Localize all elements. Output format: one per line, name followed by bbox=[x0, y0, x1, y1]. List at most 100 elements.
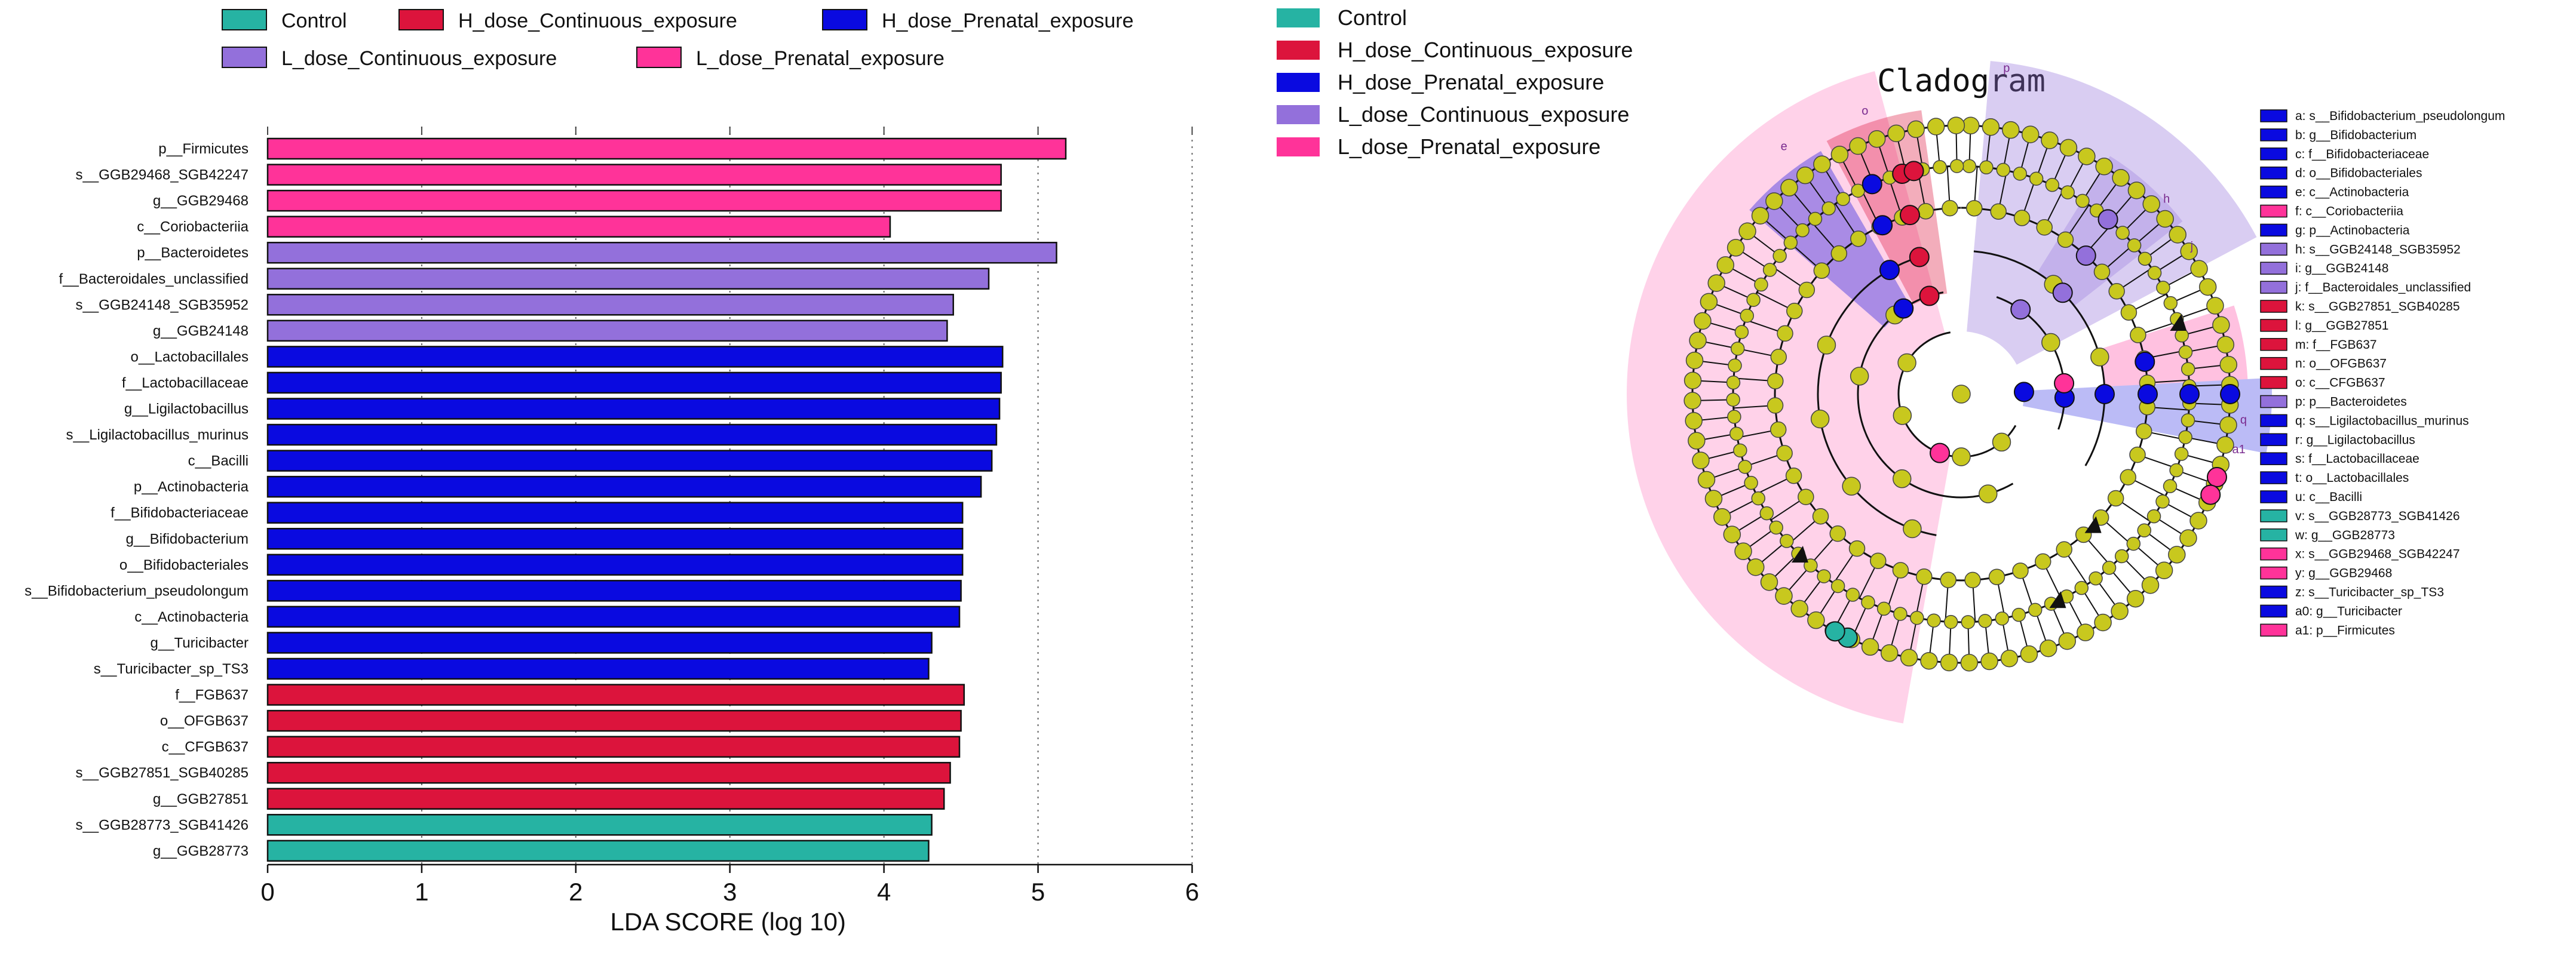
biomarker-node bbox=[2220, 384, 2240, 404]
bar-label-p-bacteroidetes: p__Bacteroidetes bbox=[137, 245, 249, 261]
genus-node bbox=[1798, 281, 1816, 299]
leaf-node bbox=[1982, 118, 2000, 136]
inner-node bbox=[1992, 432, 2011, 452]
legend-label-h-dose-prenatal-exposure: H_dose_Prenatal_exposure bbox=[882, 10, 1134, 32]
leaf-node bbox=[1688, 432, 1706, 450]
leaf-node bbox=[2112, 169, 2130, 187]
key-label-3: d: o__Bifidobacteriales bbox=[2295, 167, 2422, 180]
biomarker-node bbox=[2200, 484, 2221, 505]
species-node bbox=[1933, 159, 1947, 174]
key-swatch-27 bbox=[2260, 623, 2287, 637]
species-node bbox=[1876, 601, 1891, 616]
bar-label-s-ggb29468-sgb42247: s__GGB29468_SGB42247 bbox=[75, 167, 249, 183]
bar-g-ligilactobacillus bbox=[266, 398, 1001, 420]
genus-node bbox=[1850, 230, 1867, 247]
bar-s-turicibacter-sp-ts3 bbox=[266, 657, 930, 680]
biomarker-node bbox=[2135, 351, 2155, 372]
species-node bbox=[1744, 475, 1758, 490]
key-swatch-25 bbox=[2260, 585, 2287, 599]
leaf-node bbox=[1940, 653, 1958, 672]
species-node bbox=[1751, 491, 1765, 506]
legend-swatch-l-dose-continuous-exposure bbox=[222, 47, 267, 68]
bar-o-lactobacillales bbox=[266, 346, 1004, 368]
leaf-node bbox=[1692, 451, 1710, 469]
leaf-node bbox=[1907, 120, 1925, 139]
legend-swatch-h-dose-prenatal-exposure bbox=[822, 9, 867, 30]
bar-g-ggb27851 bbox=[266, 788, 945, 810]
key-label-25: z: s__Turicibacter_sp_TS3 bbox=[2295, 586, 2444, 600]
species-node bbox=[1808, 211, 1823, 226]
species-node bbox=[2028, 602, 2043, 617]
clado-legend-label-h-dose-prenatal-exposure: H_dose_Prenatal_exposure bbox=[1338, 70, 1604, 94]
x-tick-label-6: 6 bbox=[1185, 878, 1199, 906]
species-node bbox=[2174, 447, 2189, 461]
bar-label-f-lactobacillaceae: f__Lactobacillaceae bbox=[122, 375, 249, 391]
genus-node bbox=[2012, 562, 2029, 579]
inner-node bbox=[1903, 519, 1922, 539]
biomarker-node bbox=[1879, 260, 1900, 281]
species-node bbox=[1893, 607, 1908, 621]
bar-s-bifidobacterium-pseudolongum bbox=[266, 580, 962, 602]
key-label-20: u: c__Bacilli bbox=[2295, 490, 2362, 504]
key-label-4: e: c__Actinobacteria bbox=[2295, 186, 2409, 199]
leaf-node bbox=[2094, 613, 2112, 632]
sector-bacilli bbox=[2023, 377, 2272, 454]
species-node bbox=[1861, 595, 1875, 610]
key-swatch-16 bbox=[2260, 414, 2287, 428]
key-swatch-23 bbox=[2260, 547, 2287, 561]
bar-s-ggb24148-sgb35952 bbox=[266, 294, 954, 316]
key-swatch-24 bbox=[2260, 566, 2287, 580]
inner-node bbox=[2041, 333, 2060, 352]
leaf-node bbox=[1765, 192, 1783, 210]
genus-node bbox=[1848, 540, 1866, 557]
clado-legend-label-l-dose-continuous-exposure: L_dose_Continuous_exposure bbox=[1338, 102, 1629, 127]
key-label-5: f: c__Coriobacteriia bbox=[2295, 205, 2403, 219]
species-node bbox=[1996, 162, 2011, 177]
clado-legend-swatch-h-dose-prenatal-exposure bbox=[1277, 73, 1320, 92]
leaf-node bbox=[2179, 529, 2197, 547]
leaf-node bbox=[1947, 116, 1965, 134]
genus-node bbox=[1767, 397, 1784, 414]
legend-label-l-dose-prenatal-exposure: L_dose_Prenatal_exposure bbox=[696, 47, 944, 70]
key-label-9: j: f__Bacteroidales_unclassified bbox=[2295, 281, 2471, 294]
biomarker-node bbox=[2097, 209, 2118, 230]
genus-node bbox=[1777, 325, 1793, 342]
genus-node bbox=[1892, 562, 1909, 579]
species-node bbox=[1769, 520, 1783, 535]
key-swatch-14 bbox=[2260, 376, 2287, 389]
genus-node bbox=[1870, 552, 1887, 569]
bar-s-ggb27851-sgb40285 bbox=[266, 761, 951, 784]
leaf-node bbox=[2156, 210, 2174, 228]
species-node bbox=[2163, 479, 2178, 493]
leaf-node bbox=[2127, 182, 2146, 199]
genus-node bbox=[2107, 490, 2124, 507]
species-node bbox=[2114, 549, 2129, 564]
x-tick-label-0: 0 bbox=[260, 878, 274, 906]
genus-node bbox=[1830, 245, 1848, 262]
leaf-node bbox=[2216, 336, 2235, 353]
key-swatch-11 bbox=[2260, 319, 2287, 332]
bar-label-c-bacilli: c__Bacilli bbox=[188, 453, 249, 469]
bar-label-p-firmicutes: p__Firmicutes bbox=[158, 141, 249, 157]
species-node bbox=[1738, 460, 1752, 474]
leaf-node bbox=[2206, 297, 2224, 315]
bar-f-bacteroidales-unclassified bbox=[266, 268, 990, 290]
species-node bbox=[1817, 569, 1831, 583]
leaf-node bbox=[2041, 131, 2059, 149]
bar-label-s-bifidobacterium-pseudolongum: s__Bifidobacterium_pseudolongum bbox=[24, 583, 249, 599]
bar-g-ggb29468 bbox=[266, 189, 1002, 212]
bar-g-bifidobacterium bbox=[266, 528, 964, 550]
sector-label-q: q bbox=[2240, 414, 2247, 427]
leaf-node bbox=[1861, 638, 1879, 656]
leaf-node bbox=[2212, 316, 2230, 334]
clado-legend-label-control: Control bbox=[1338, 5, 1407, 30]
leaf-node bbox=[2078, 147, 2096, 165]
species-node bbox=[2169, 463, 2184, 478]
species-node bbox=[2115, 226, 2130, 240]
bar-label-g-ggb29468: g__GGB29468 bbox=[153, 193, 249, 209]
legend-swatch-control bbox=[222, 9, 267, 30]
species-node bbox=[1730, 342, 1745, 356]
biomarker-node bbox=[2206, 467, 2227, 488]
genus-node bbox=[1786, 303, 1803, 319]
species-node bbox=[2181, 413, 2195, 428]
